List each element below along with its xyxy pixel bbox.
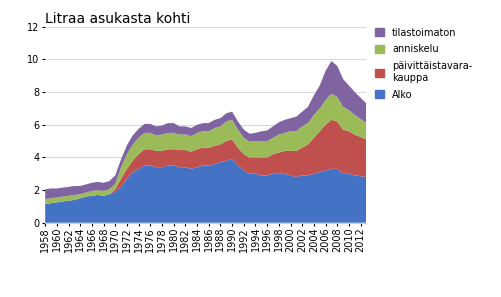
Legend: tilastoimaton, anniskelu, päivittäistavara-
kauppa, Alko: tilastoimaton, anniskelu, päivittäistava…	[374, 28, 471, 100]
Text: Litraa asukasta kohti: Litraa asukasta kohti	[45, 12, 190, 26]
